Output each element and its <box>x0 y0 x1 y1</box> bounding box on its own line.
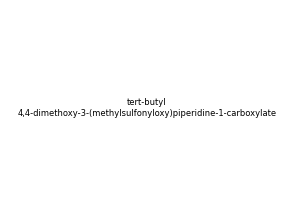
Text: tert-butyl 4,4-dimethoxy-3-(methylsulfonyloxy)piperidine-1-carboxylate: tert-butyl 4,4-dimethoxy-3-(methylsulfon… <box>17 98 277 118</box>
